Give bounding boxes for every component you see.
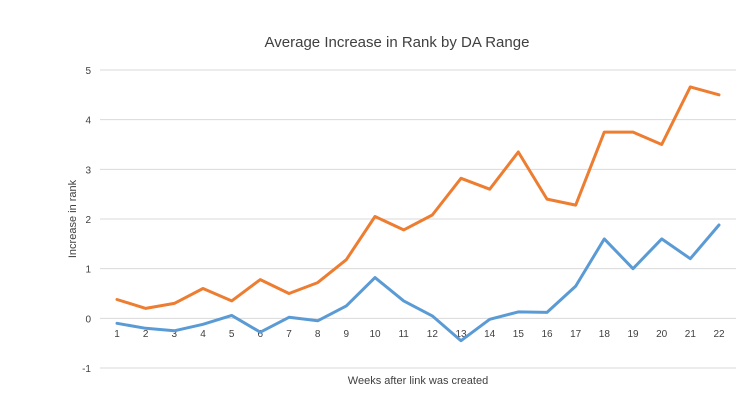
y-tick-label: 3 (85, 165, 91, 176)
x-tick-label: 19 (627, 329, 639, 340)
x-tick-label: 20 (656, 329, 668, 340)
y-axis-ticks: -1 0 1 2 3 4 5 (82, 66, 91, 375)
y-axis-label: Increase in rank (67, 179, 79, 258)
y-tick-label: -1 (82, 364, 91, 375)
x-tick-label: 5 (229, 329, 235, 340)
series-lines (115, 85, 721, 343)
y-tick-label: 2 (85, 215, 91, 226)
x-tick-label: 14 (484, 329, 496, 340)
x-tick-label: 13 (455, 329, 467, 340)
x-tick-label: 18 (599, 329, 611, 340)
x-axis-label: Weeks after link was created (348, 375, 488, 387)
x-tick-label: 2 (143, 329, 149, 340)
y-tick-label: 5 (85, 66, 91, 77)
x-tick-label: 17 (570, 329, 582, 340)
x-tick-label: 15 (513, 329, 525, 340)
x-tick-label: 12 (427, 329, 439, 340)
y-tick-label: 1 (85, 265, 91, 276)
chart-title: Average Increase in Rank by DA Range (265, 34, 530, 51)
x-tick-label: 11 (398, 329, 409, 340)
series-line-1 (115, 85, 721, 310)
series-line-2 (115, 223, 721, 343)
x-tick-label: 9 (344, 329, 350, 340)
x-tick-label: 7 (286, 329, 292, 340)
x-tick-label: 22 (713, 329, 725, 340)
x-tick-label: 4 (200, 329, 206, 340)
x-axis-ticks: 1 2 3 4 5 6 7 8 9 10 11 12 13 14 15 16 17 18 19 20 21 22 (114, 329, 725, 340)
x-tick-label: 8 (315, 329, 321, 340)
x-tick-label: 6 (258, 329, 264, 340)
y-tick-label: 4 (85, 116, 91, 127)
gridlines (100, 69, 736, 369)
x-tick-label: 16 (541, 329, 553, 340)
x-tick-label: 1 (114, 329, 120, 340)
x-tick-label: 10 (369, 329, 381, 340)
x-tick-label: 21 (685, 329, 697, 340)
y-tick-label: 0 (85, 314, 91, 325)
x-tick-label: 3 (172, 329, 178, 340)
